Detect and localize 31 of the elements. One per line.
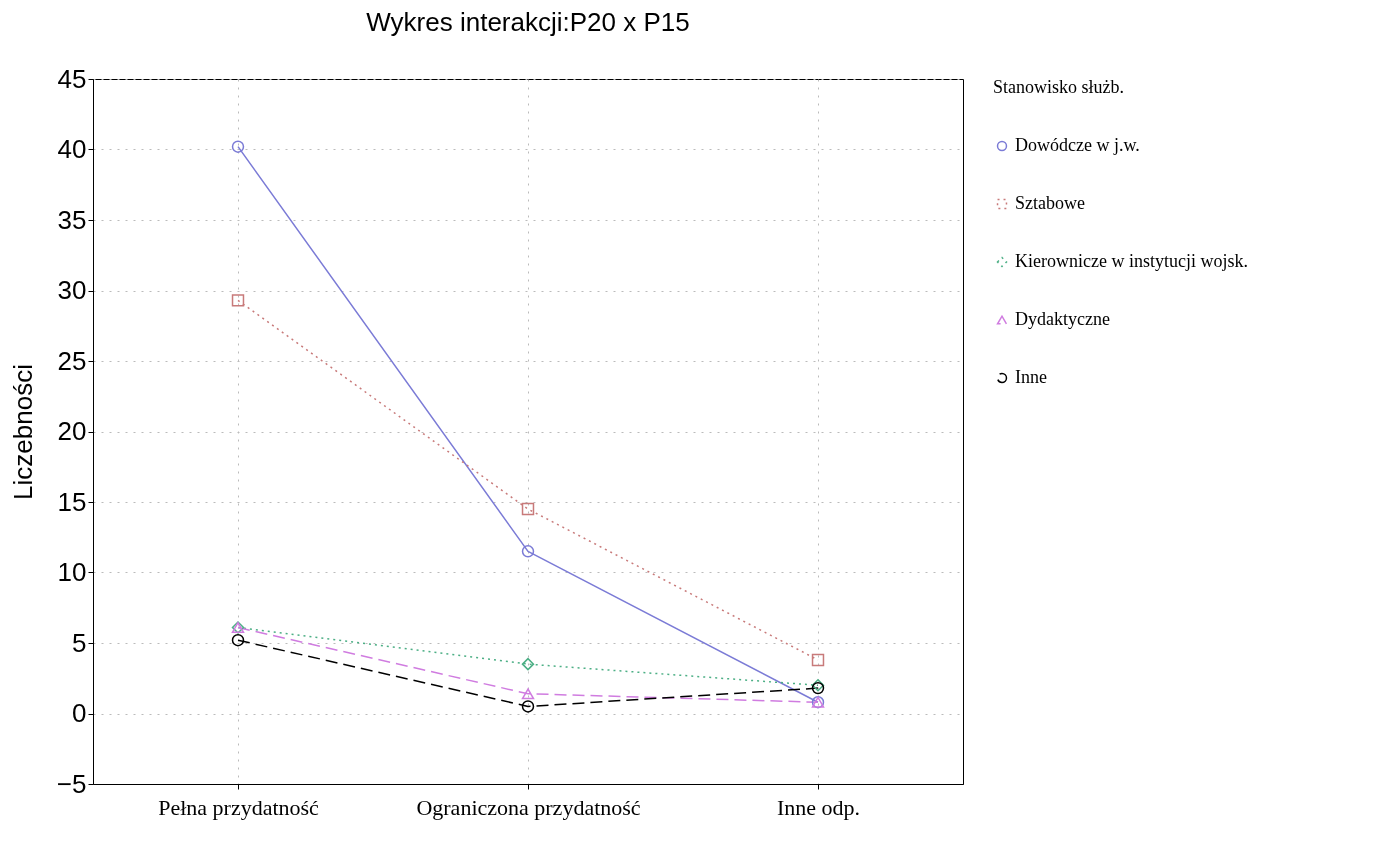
legend-label: Dydaktyczne: [1015, 309, 1110, 329]
y-tick-label: 5: [72, 627, 87, 658]
y-tick-label: 25: [57, 345, 87, 376]
y-tick-label: 20: [57, 416, 87, 446]
x-tick-label: Ograniczona przydatność: [416, 794, 641, 820]
legend-label: Dowódcze w j.w.: [1015, 135, 1140, 155]
y-tick-label: 15: [57, 486, 87, 517]
y-tick-label: −5: [56, 768, 87, 799]
legend-label: Inne: [1015, 367, 1047, 387]
y-tick-label: 0: [72, 698, 87, 728]
legend-label: Sztabowe: [1015, 193, 1085, 213]
point: [521, 688, 535, 700]
point: [231, 140, 245, 153]
y-tick-label: 40: [57, 134, 87, 164]
point: [231, 633, 245, 647]
y-tick-label: 30: [57, 275, 87, 305]
point: [521, 700, 535, 713]
point: [231, 294, 245, 307]
point: [521, 657, 535, 671]
y-axis-title: Liczebności: [7, 364, 38, 500]
point: [521, 545, 535, 558]
legend-title: Stanowisko służb.: [993, 77, 1125, 97]
point: [521, 502, 535, 516]
legend-label: Kierownicze w instytucji wojsk.: [1015, 251, 1248, 271]
y-tick-label: 10: [57, 557, 87, 587]
y-tick-label: 45: [57, 63, 87, 94]
point: [811, 653, 825, 667]
chart-title: Wykres interakcji:P20 x P15: [366, 7, 690, 37]
y-tick-label: 35: [57, 204, 87, 235]
x-tick-label: Pełna przydatność: [158, 794, 320, 820]
x-tick-label: Inne odp.: [776, 794, 861, 820]
